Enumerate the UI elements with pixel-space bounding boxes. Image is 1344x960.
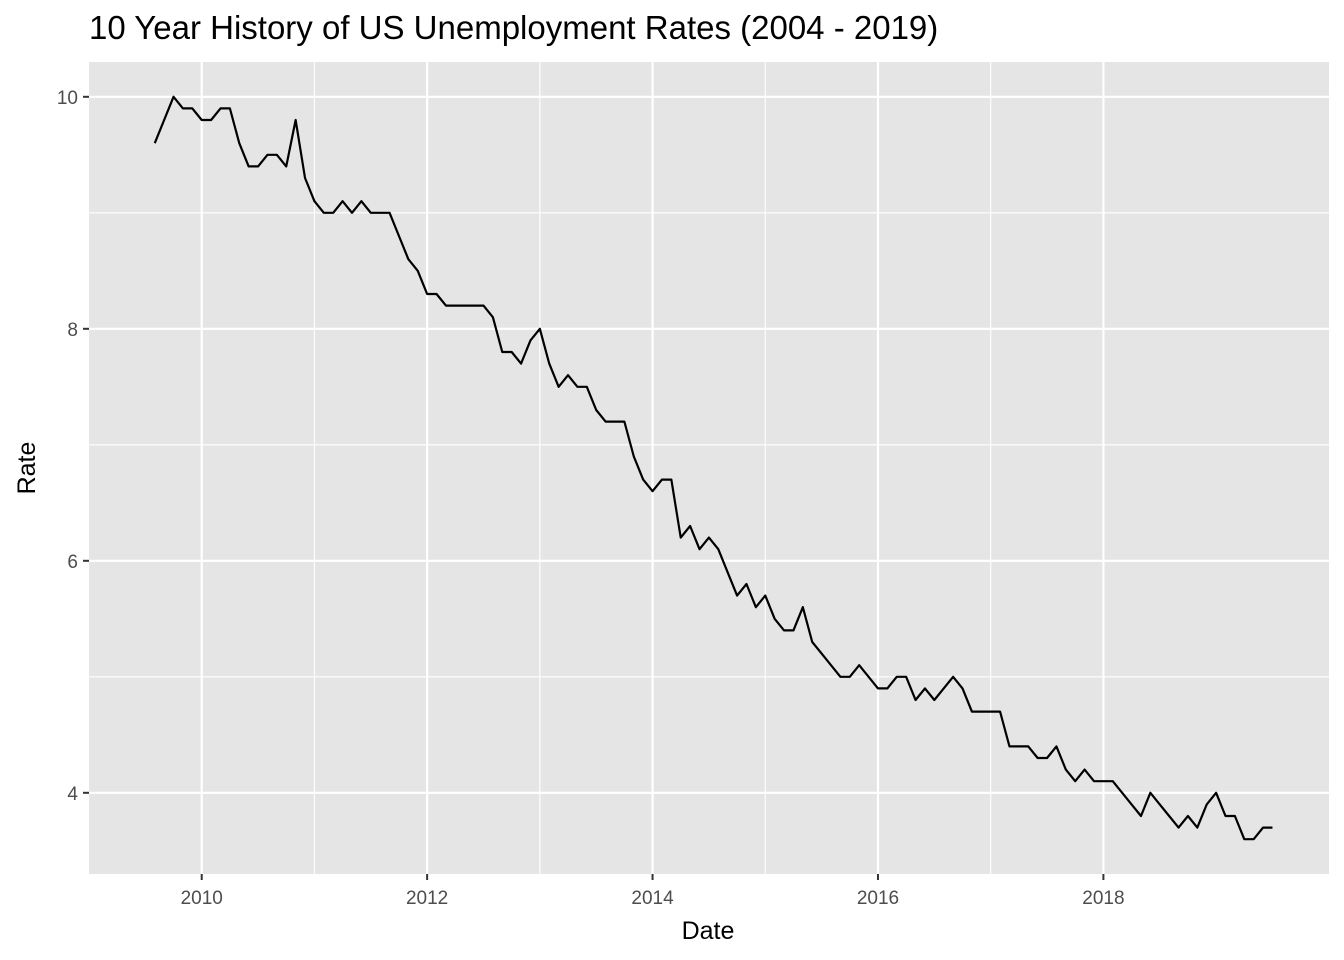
plot-panel (89, 62, 1329, 874)
x-tick-label: 2012 (406, 888, 448, 909)
y-tick-label: 4 (67, 784, 78, 805)
y-tick-label: 6 (67, 552, 78, 573)
x-tick-label: 2018 (1082, 888, 1124, 909)
x-axis-ticks: 2010 2012 2014 2016 2018 (181, 874, 1125, 909)
major-gridlines (89, 62, 1329, 874)
unemployment-rate-line (153, 95, 1273, 841)
x-tick-label: 2016 (857, 888, 899, 909)
y-axis-ticks: 4 6 8 10 (57, 88, 89, 805)
y-tick-label: 10 (57, 88, 78, 109)
x-tick-label: 2014 (631, 888, 674, 909)
y-axis-title: Rate (13, 442, 41, 495)
y-tick-label: 8 (67, 320, 78, 341)
minor-gridlines (89, 62, 1329, 874)
chart-title: 10 Year History of US Unemployment Rates… (89, 9, 938, 46)
x-tick-label: 2010 (181, 888, 223, 909)
x-axis-title: Date (682, 917, 735, 945)
